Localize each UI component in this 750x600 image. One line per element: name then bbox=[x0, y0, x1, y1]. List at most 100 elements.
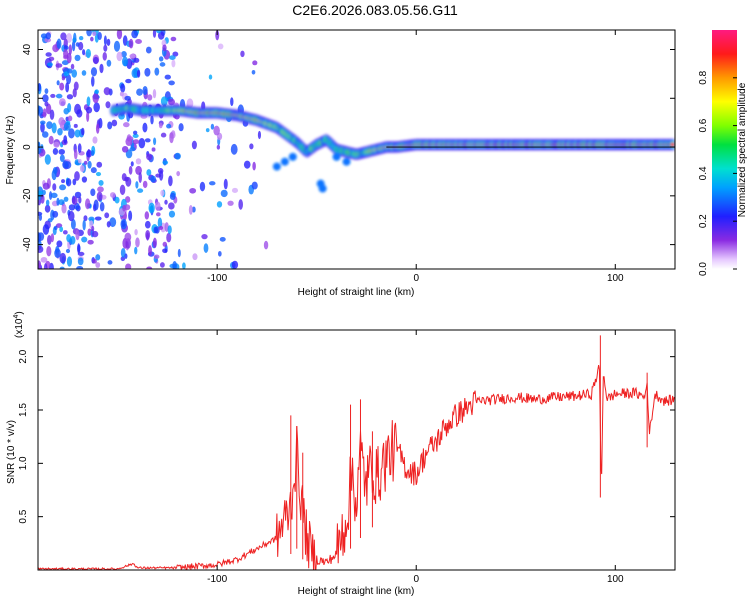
noise-speckle bbox=[46, 121, 53, 130]
noise-speckle bbox=[230, 143, 238, 155]
noise-speckle bbox=[61, 60, 69, 66]
noise-speckle bbox=[61, 76, 66, 81]
noise-speckle bbox=[85, 106, 93, 114]
noise-speckle bbox=[154, 67, 160, 76]
noise-speckle bbox=[94, 89, 99, 95]
noise-speckle bbox=[216, 201, 223, 208]
noise-speckle bbox=[191, 140, 197, 150]
noise-speckle bbox=[38, 232, 42, 243]
noise-speckle bbox=[188, 204, 193, 215]
noise-speckle bbox=[93, 56, 99, 64]
noise-speckle bbox=[136, 88, 143, 96]
noise-speckle bbox=[166, 232, 172, 243]
noise-speckle bbox=[42, 224, 50, 235]
noise-speckle bbox=[59, 226, 64, 233]
noise-speckle bbox=[249, 143, 254, 150]
noise-speckle bbox=[44, 88, 49, 95]
noise-speckle bbox=[162, 241, 168, 247]
noise-speckle bbox=[124, 95, 131, 101]
noise-speckle bbox=[130, 161, 134, 167]
noise-speckle bbox=[92, 258, 97, 264]
snr-y-label: SNR (10 * v/v) bbox=[6, 420, 17, 484]
noise-speckle bbox=[61, 179, 65, 184]
noise-speckle bbox=[81, 236, 88, 243]
noise-speckle bbox=[38, 260, 42, 269]
noise-speckle bbox=[155, 212, 161, 217]
noise-speckle bbox=[166, 123, 172, 129]
frequency-ridge-layer bbox=[109, 102, 675, 193]
noise-speckle bbox=[125, 78, 132, 84]
noise-speckle bbox=[61, 203, 67, 214]
noise-speckle bbox=[150, 175, 157, 183]
noise-speckle bbox=[122, 204, 126, 212]
noise-speckle bbox=[47, 62, 53, 67]
noise-speckle bbox=[40, 122, 45, 133]
spectrogram-y-axis: -40 -20 0 20 40 bbox=[22, 44, 675, 252]
noise-speckle bbox=[144, 67, 151, 77]
noise-speckle bbox=[107, 121, 113, 130]
noise-speckle bbox=[159, 62, 166, 67]
snr-panel: -100 0 100 0.5 1.0 1.5 2.0 Height of straight… bbox=[6, 311, 676, 597]
noise-speckle bbox=[128, 165, 133, 175]
noise-speckle bbox=[146, 153, 153, 161]
noise-speckle bbox=[94, 216, 102, 221]
noise-speckle bbox=[208, 181, 216, 186]
noise-speckle bbox=[217, 43, 224, 50]
noise-speckle bbox=[38, 106, 44, 116]
scale-exponent: 4 bbox=[13, 315, 20, 319]
noise-speckle bbox=[128, 38, 134, 49]
noise-speckle bbox=[129, 146, 136, 152]
noise-speckle bbox=[158, 56, 164, 62]
y-tick-label: -20 bbox=[22, 188, 33, 203]
noise-speckle bbox=[95, 172, 102, 177]
noise-speckle bbox=[160, 189, 165, 197]
noise-speckle bbox=[54, 225, 58, 231]
noise-speckle bbox=[50, 233, 55, 243]
noise-speckle bbox=[124, 176, 129, 182]
y-tick-label: 1.0 bbox=[18, 456, 29, 470]
noise-speckle bbox=[90, 36, 94, 42]
ridge-blob bbox=[318, 184, 327, 193]
noise-speckle bbox=[97, 31, 102, 41]
noise-speckle bbox=[44, 204, 51, 213]
noise-speckle bbox=[230, 97, 234, 107]
y-tick-label: -40 bbox=[22, 237, 33, 252]
noise-speckle bbox=[142, 85, 148, 96]
noise-speckle bbox=[158, 122, 163, 129]
noise-speckle bbox=[134, 246, 138, 255]
noise-speckle bbox=[168, 98, 176, 106]
noise-speckle bbox=[87, 149, 91, 158]
noise-speckle bbox=[48, 191, 53, 200]
noise-speckle bbox=[159, 262, 165, 268]
noise-speckle bbox=[53, 141, 60, 148]
noise-speckle bbox=[95, 254, 101, 261]
noise-speckle bbox=[81, 176, 88, 183]
ridge-blob bbox=[342, 157, 351, 166]
snr-fluctuation-layer bbox=[290, 335, 648, 560]
noise-speckle bbox=[252, 60, 258, 66]
noise-speckle bbox=[145, 46, 152, 54]
noise-speckle bbox=[70, 218, 76, 230]
noise-speckle bbox=[58, 148, 65, 155]
noise-speckle bbox=[113, 40, 121, 52]
noise-speckle bbox=[120, 247, 126, 258]
noise-speckle bbox=[95, 123, 100, 134]
noise-speckle bbox=[168, 175, 173, 187]
noise-speckle bbox=[106, 221, 111, 228]
noise-speckle bbox=[155, 30, 162, 34]
noise-speckle bbox=[72, 178, 77, 186]
noise-speckle bbox=[96, 161, 103, 168]
noise-speckle bbox=[90, 67, 98, 77]
noise-speckle bbox=[116, 30, 123, 40]
noise-speckle bbox=[168, 80, 175, 86]
noise-speckle bbox=[147, 94, 153, 101]
noise-speckle bbox=[38, 213, 43, 221]
x-tick-label: 100 bbox=[607, 273, 624, 284]
noise-speckle bbox=[72, 37, 77, 43]
noise-speckle bbox=[82, 219, 86, 231]
noise-speckle bbox=[177, 248, 181, 258]
noise-speckle bbox=[58, 199, 65, 206]
noise-speckle bbox=[137, 188, 144, 193]
noise-speckle bbox=[144, 220, 151, 229]
ridge-core bbox=[670, 142, 675, 147]
